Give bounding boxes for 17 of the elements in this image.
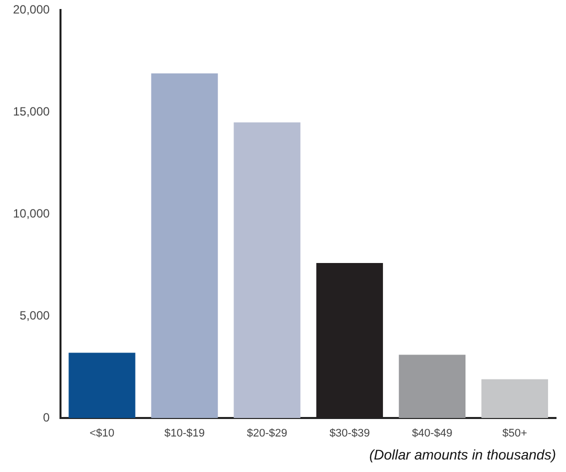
x-tick-label: $10-$19	[164, 428, 205, 440]
x-tick-label: $50+	[502, 428, 528, 440]
x-tick-label: $30-$39	[329, 428, 370, 440]
x-axis-title: (Dollar amounts in thousands)	[369, 446, 556, 462]
y-tick-label: 5,000	[20, 308, 50, 322]
bar	[151, 73, 218, 418]
x-tick-label: $20-$29	[246, 428, 288, 440]
bar	[68, 352, 136, 418]
x-tick-label: $40-$49	[412, 428, 452, 440]
bar	[481, 379, 548, 418]
y-tick-label: 15,000	[13, 104, 50, 118]
bar	[398, 354, 466, 418]
bar	[234, 122, 300, 418]
y-tick-label: 0	[43, 410, 50, 424]
x-tick-label: <$10	[90, 428, 114, 440]
y-tick-label: 10,000	[13, 206, 50, 220]
y-tick-label: 20,000	[13, 2, 50, 17]
